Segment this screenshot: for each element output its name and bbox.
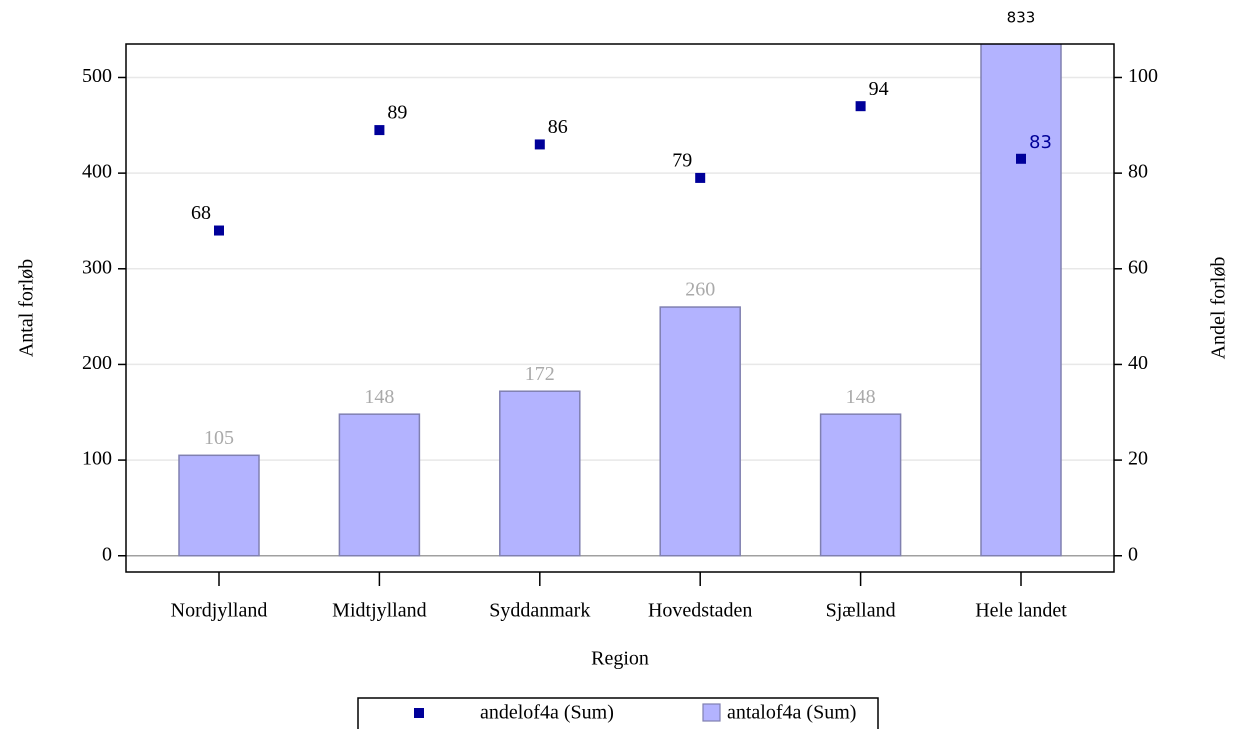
y2-tick-label: 40 — [1128, 352, 1148, 374]
x-axis-label: Region — [591, 648, 649, 670]
bar — [659, 306, 741, 557]
bar — [338, 413, 421, 557]
x-tick-label: Hovedstaden — [648, 600, 752, 622]
x-tick-label: Syddanmark — [489, 600, 590, 622]
bar-value-label: 833 — [1007, 9, 1036, 27]
y-tick-label: 0 — [102, 543, 112, 565]
y-tick-label: 300 — [82, 256, 112, 278]
bar-value-label: 105 — [204, 427, 234, 449]
point-value-label: 79 — [672, 150, 692, 172]
bar-value-label: 148 — [364, 386, 394, 408]
point — [695, 172, 706, 183]
y-tick-label: 500 — [82, 65, 112, 87]
y2-tick-label: 100 — [1128, 65, 1158, 87]
point-value-label: 94 — [869, 78, 889, 100]
x-tick-label: Midtjylland — [332, 600, 426, 622]
y2-tick-label: 80 — [1128, 161, 1148, 183]
y2-tick-label: 20 — [1128, 448, 1148, 470]
plot-frame — [125, 43, 1115, 573]
legend-label: antalof4a (Sum) — [727, 702, 856, 724]
bar-value-label: 172 — [525, 363, 555, 385]
legend-box — [357, 697, 879, 729]
bar-value-label: 260 — [685, 279, 715, 301]
point — [534, 139, 545, 150]
y2-tick-label: 0 — [1128, 543, 1138, 565]
x-tick-label: Nordjylland — [171, 600, 268, 622]
point — [855, 101, 866, 112]
legend-label: andelof4a (Sum) — [480, 702, 614, 724]
y-tick-label: 200 — [82, 352, 112, 374]
point-value-label: 89 — [387, 102, 407, 124]
legend-swatch — [702, 703, 721, 722]
y2-axis-label: Andel forløb — [1208, 257, 1230, 360]
bar-value-label: 148 — [846, 386, 876, 408]
point-value-label: 68 — [191, 202, 211, 224]
plot-area — [178, 44, 1062, 557]
legend-marker — [414, 708, 424, 718]
bar — [178, 454, 260, 557]
point-value-label: 83 — [1029, 132, 1052, 153]
bar — [499, 390, 581, 557]
point — [214, 225, 224, 236]
bar — [819, 413, 902, 557]
y-axis-label: Antal forløb — [16, 259, 38, 357]
point — [374, 125, 385, 136]
x-tick-label: Hele landet — [975, 600, 1067, 622]
x-tick-label: Sjælland — [826, 600, 896, 622]
point-value-label: 86 — [548, 116, 568, 138]
point — [1016, 153, 1026, 164]
bar — [980, 44, 1062, 557]
y-tick-label: 100 — [82, 448, 112, 470]
y-tick-label: 400 — [82, 161, 112, 183]
y2-tick-label: 60 — [1128, 256, 1148, 278]
